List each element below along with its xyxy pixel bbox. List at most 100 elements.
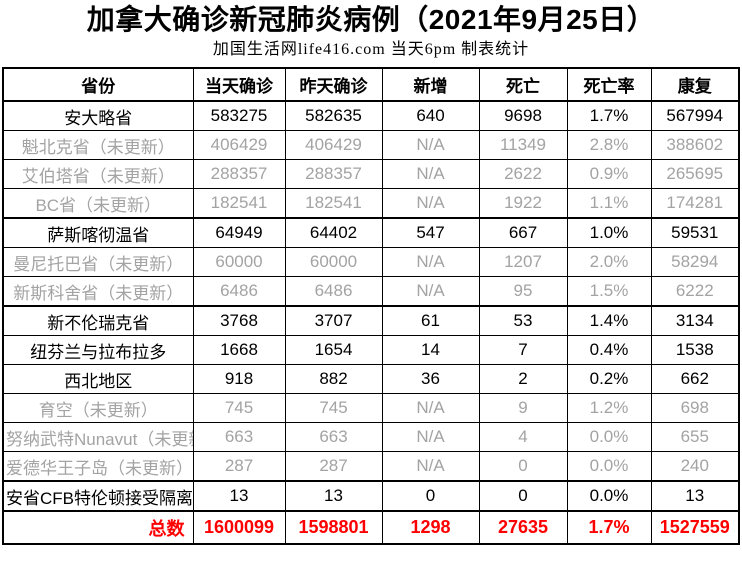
- header-deaths: 死亡: [478, 67, 568, 102]
- cell-rate: 0.0%: [566, 422, 652, 452]
- cell-yesterday: 663: [284, 422, 383, 452]
- cell-deaths: 4: [478, 422, 568, 452]
- cell-deaths: 2622: [478, 159, 568, 189]
- cell-recovered: 13: [650, 480, 740, 512]
- cell-today: 406429: [192, 130, 286, 160]
- cell-rate: 0.4%: [566, 335, 652, 365]
- cell-province: 艾伯塔省（未更新）: [2, 159, 194, 189]
- cell-recovered: 655: [650, 422, 740, 452]
- cell-new: N/A: [381, 451, 480, 482]
- cell-deaths: 53: [478, 305, 568, 336]
- header-new-cases: 新增: [381, 67, 480, 102]
- cell-new: 14: [381, 335, 480, 365]
- cell-recovered: 3134: [650, 305, 740, 336]
- cell-new: 640: [381, 100, 480, 131]
- cell-recovered: 1538: [650, 335, 740, 365]
- cell-rate: 1.7%: [566, 100, 652, 131]
- cell-today: 13: [192, 480, 286, 512]
- cell-deaths: 0: [478, 451, 568, 482]
- cell-deaths: 7: [478, 335, 568, 365]
- cell-new: 0: [381, 480, 480, 512]
- cell-recovered: 265695: [650, 159, 740, 189]
- table-row: 新不伦瑞克省 3768 3707 61 53 1.4% 3134: [2, 305, 740, 336]
- cell-deaths: 95: [478, 276, 568, 307]
- header-recovered: 康复: [650, 67, 740, 102]
- table-row: 西北地区 918 882 36 2 0.2% 662: [2, 364, 740, 394]
- cell-rate: 0.0%: [566, 451, 652, 482]
- total-today: 1600099: [192, 510, 286, 545]
- table-row: BC省（未更新） 182541 182541 N/A 1922 1.1% 174…: [2, 188, 740, 219]
- cell-recovered: 174281: [650, 188, 740, 219]
- cell-today: 182541: [192, 188, 286, 219]
- cell-today: 64949: [192, 217, 286, 248]
- cell-yesterday: 182541: [284, 188, 383, 219]
- cell-new: 36: [381, 364, 480, 394]
- cell-rate: 0.9%: [566, 159, 652, 189]
- total-yesterday: 1598801: [284, 510, 383, 545]
- cell-new: N/A: [381, 422, 480, 452]
- cell-deaths: 0: [478, 480, 568, 512]
- cell-new: 61: [381, 305, 480, 336]
- cell-yesterday: 13: [284, 480, 383, 512]
- table-row: 艾伯塔省（未更新） 288357 288357 N/A 2622 0.9% 26…: [2, 159, 740, 189]
- table-header-row: 省份 当天确诊 昨天确诊 新增 死亡 死亡率 康复: [2, 67, 740, 102]
- cell-today: 60000: [192, 247, 286, 277]
- cell-yesterday: 3707: [284, 305, 383, 336]
- cell-today: 288357: [192, 159, 286, 189]
- table-row: 育空（未更新） 745 745 N/A 9 1.2% 698: [2, 393, 740, 423]
- covid-stats-table: 省份 当天确诊 昨天确诊 新增 死亡 死亡率 康复 安大略省 583275 58…: [2, 67, 740, 545]
- cell-province: 安大略省: [2, 100, 194, 131]
- cell-new: N/A: [381, 276, 480, 307]
- header-death-rate: 死亡率: [566, 67, 652, 102]
- header-today-confirmed: 当天确诊: [192, 67, 286, 102]
- cell-new: N/A: [381, 188, 480, 219]
- cell-today: 287: [192, 451, 286, 482]
- cell-rate: 1.5%: [566, 276, 652, 307]
- total-row: 总数 1600099 1598801 1298 27635 1.7% 15275…: [2, 510, 740, 545]
- cell-yesterday: 582635: [284, 100, 383, 131]
- cell-deaths: 9: [478, 393, 568, 423]
- cell-today: 3768: [192, 305, 286, 336]
- cell-yesterday: 287: [284, 451, 383, 482]
- table-row: 纽芬兰与拉布拉多 1668 1654 14 7 0.4% 1538: [2, 335, 740, 365]
- table-row: 爱德华王子岛（未更新） 287 287 N/A 0 0.0% 240: [2, 451, 740, 482]
- cell-yesterday: 288357: [284, 159, 383, 189]
- cell-province: 西北地区: [2, 364, 194, 394]
- cell-rate: 2.8%: [566, 130, 652, 160]
- total-new: 1298: [381, 510, 480, 545]
- cell-rate: 0.2%: [566, 364, 652, 394]
- cell-deaths: 9698: [478, 100, 568, 131]
- total-recovered: 1527559: [650, 510, 740, 545]
- table-row: 曼尼托巴省（未更新） 60000 60000 N/A 1207 2.0% 582…: [2, 247, 740, 277]
- cell-yesterday: 745: [284, 393, 383, 423]
- table-row: 安大略省 583275 582635 640 9698 1.7% 567994: [2, 100, 740, 131]
- cell-deaths: 11349: [478, 130, 568, 160]
- cell-recovered: 6222: [650, 276, 740, 307]
- cell-today: 918: [192, 364, 286, 394]
- cell-deaths: 1207: [478, 247, 568, 277]
- cell-new: N/A: [381, 393, 480, 423]
- cell-recovered: 240: [650, 451, 740, 482]
- cell-province: 育空（未更新）: [2, 393, 194, 423]
- cell-deaths: 1922: [478, 188, 568, 219]
- cell-province: 魁北克省（未更新）: [2, 130, 194, 160]
- cell-province: 纽芬兰与拉布拉多: [2, 335, 194, 365]
- cell-today: 745: [192, 393, 286, 423]
- cell-yesterday: 6486: [284, 276, 383, 307]
- cell-province: 新不伦瑞克省: [2, 305, 194, 336]
- header-yesterday-confirmed: 昨天确诊: [284, 67, 383, 102]
- page-title: 加拿大确诊新冠肺炎病例（2021年9月25日）: [86, 4, 656, 35]
- cell-province: 萨斯喀彻温省: [2, 217, 194, 248]
- cell-rate: 1.2%: [566, 393, 652, 423]
- cell-new: N/A: [381, 247, 480, 277]
- cell-province: BC省（未更新）: [2, 188, 194, 219]
- table-row: 新斯科舍省（未更新） 6486 6486 N/A 95 1.5% 6222: [2, 276, 740, 307]
- table-row: 魁北克省（未更新） 406429 406429 N/A 11349 2.8% 3…: [2, 130, 740, 160]
- cell-today: 663: [192, 422, 286, 452]
- cell-recovered: 59531: [650, 217, 740, 248]
- cell-rate: 1.0%: [566, 217, 652, 248]
- cell-recovered: 567994: [650, 100, 740, 131]
- cell-recovered: 58294: [650, 247, 740, 277]
- cell-new: N/A: [381, 159, 480, 189]
- cell-new: 547: [381, 217, 480, 248]
